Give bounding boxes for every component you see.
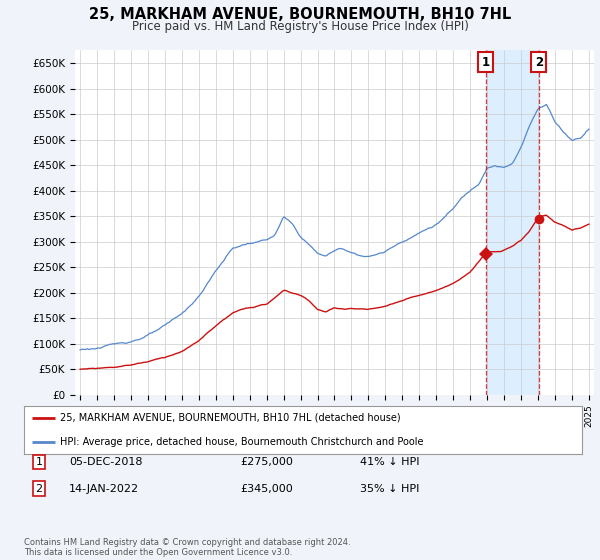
Text: 1: 1 — [35, 457, 43, 467]
Text: Contains HM Land Registry data © Crown copyright and database right 2024.
This d: Contains HM Land Registry data © Crown c… — [24, 538, 350, 557]
Text: 2: 2 — [35, 484, 43, 494]
Text: 1: 1 — [482, 55, 490, 68]
Text: £275,000: £275,000 — [240, 457, 293, 467]
Text: 41% ↓ HPI: 41% ↓ HPI — [360, 457, 419, 467]
Text: 2: 2 — [535, 55, 543, 68]
Text: 14-JAN-2022: 14-JAN-2022 — [69, 484, 139, 494]
Bar — [486, 50, 539, 395]
Text: HPI: Average price, detached house, Bournemouth Christchurch and Poole: HPI: Average price, detached house, Bour… — [60, 437, 424, 447]
Text: 35% ↓ HPI: 35% ↓ HPI — [360, 484, 419, 494]
Text: 25, MARKHAM AVENUE, BOURNEMOUTH, BH10 7HL (detached house): 25, MARKHAM AVENUE, BOURNEMOUTH, BH10 7H… — [60, 413, 401, 423]
Text: 25, MARKHAM AVENUE, BOURNEMOUTH, BH10 7HL: 25, MARKHAM AVENUE, BOURNEMOUTH, BH10 7H… — [89, 7, 511, 22]
Text: £345,000: £345,000 — [240, 484, 293, 494]
Text: Price paid vs. HM Land Registry's House Price Index (HPI): Price paid vs. HM Land Registry's House … — [131, 20, 469, 32]
Text: 05-DEC-2018: 05-DEC-2018 — [69, 457, 143, 467]
